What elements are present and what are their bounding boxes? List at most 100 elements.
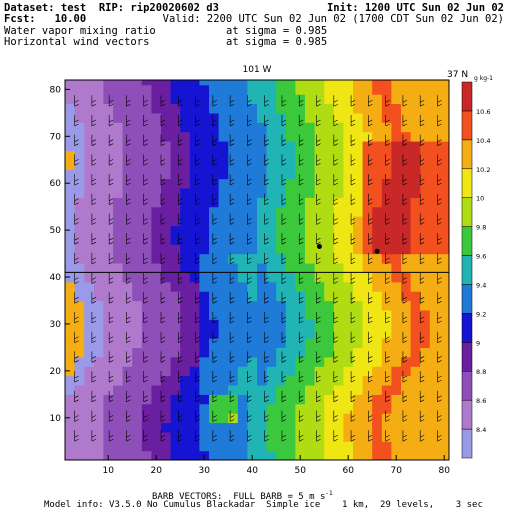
heatmap-cell	[391, 140, 402, 151]
heatmap-cell	[276, 234, 287, 245]
heatmap-cell	[161, 234, 172, 245]
heatmap-cell	[103, 291, 114, 302]
heatmap-cell	[151, 375, 162, 386]
heatmap-cell	[285, 94, 296, 105]
heatmap-cell	[161, 140, 172, 151]
heatmap-cell	[391, 150, 402, 161]
heatmap-cell	[257, 450, 268, 460]
heatmap-cell	[372, 150, 383, 161]
heatmap-cell	[189, 225, 200, 236]
heatmap-cell	[362, 413, 373, 424]
heatmap-cell	[295, 197, 306, 208]
heatmap-cell	[391, 262, 402, 273]
heatmap-cell	[276, 384, 287, 395]
heatmap-cell	[381, 244, 392, 255]
heatmap-cell	[103, 272, 114, 283]
wind-barb	[108, 114, 114, 127]
heatmap-cell	[343, 394, 354, 405]
wind-barb	[419, 292, 425, 304]
heatmap-cell	[420, 80, 431, 86]
heatmap-cell	[151, 366, 162, 377]
heatmap-cell	[103, 206, 114, 217]
heatmap-cell	[401, 122, 412, 133]
heatmap-cell	[74, 80, 85, 86]
heatmap-cell	[420, 103, 431, 114]
heatmap-cell	[189, 112, 200, 123]
heatmap-cell	[141, 431, 152, 442]
heatmap-cell	[285, 112, 296, 123]
heatmap-cell	[401, 197, 412, 208]
heatmap-cell	[372, 178, 383, 189]
heatmap-cell	[410, 122, 421, 133]
heatmap-cell	[113, 309, 124, 320]
heatmap-cell	[161, 187, 172, 198]
heatmap-cell	[285, 281, 296, 292]
heatmap-cell	[151, 281, 162, 292]
heatmap-cell	[257, 431, 268, 442]
heatmap-cell	[305, 384, 316, 395]
heatmap-cell	[228, 159, 239, 170]
heatmap-cell	[324, 441, 335, 452]
heatmap-cell	[410, 309, 421, 320]
heatmap-cell	[151, 244, 162, 255]
heatmap-cell	[132, 394, 143, 405]
heatmap-cell	[122, 338, 133, 349]
wind-barb	[385, 272, 390, 284]
heatmap-cell	[209, 281, 220, 292]
heatmap-cell	[209, 300, 220, 311]
heatmap-cell	[324, 281, 335, 292]
heatmap-cell	[276, 131, 287, 142]
heatmap-cell	[228, 234, 239, 245]
heatmap-cell	[285, 450, 296, 460]
heatmap-cell	[305, 347, 316, 358]
heatmap-cell	[295, 262, 306, 273]
heatmap-cell	[161, 206, 172, 217]
heatmap-cell	[228, 169, 239, 180]
wind-barb	[126, 371, 131, 383]
wind-barb	[298, 331, 304, 343]
heatmap-cell	[343, 178, 354, 189]
wind-barb	[264, 312, 269, 324]
colorbar-swatch	[461, 428, 473, 459]
heatmap-cell	[228, 131, 239, 142]
heatmap-cell	[420, 422, 431, 433]
wind-barb	[177, 193, 183, 206]
heatmap-cell	[113, 150, 124, 161]
wind-barb	[195, 154, 200, 166]
heatmap-cell	[74, 262, 85, 273]
x-tick-label: 60	[342, 466, 354, 476]
heatmap-cell	[257, 169, 268, 180]
heatmap-cell	[141, 169, 152, 180]
heatmap-cell	[170, 441, 181, 452]
wind-barb	[160, 174, 166, 186]
heatmap-cell	[218, 375, 229, 386]
wind-barb	[385, 134, 390, 146]
heatmap-cell	[429, 225, 440, 236]
heatmap-cell	[161, 309, 172, 320]
wind-barb	[212, 292, 217, 304]
wind-barb	[126, 272, 131, 284]
heatmap-cell	[93, 159, 104, 170]
heatmap-cell	[353, 319, 364, 330]
heatmap-cell	[295, 103, 306, 114]
heatmap-cell	[189, 206, 200, 217]
heatmap-cell	[247, 309, 258, 320]
heatmap-cell	[103, 281, 114, 292]
heatmap-cell	[353, 281, 364, 292]
heatmap-cell	[285, 356, 296, 367]
heatmap-cell	[324, 347, 335, 358]
heatmap-cell	[84, 84, 95, 95]
heatmap-cell	[228, 356, 239, 367]
heatmap-cell	[391, 178, 402, 189]
heatmap-cell	[343, 187, 354, 198]
heatmap-cell	[285, 178, 296, 189]
heatmap-cell	[132, 328, 143, 339]
heatmap-cell	[295, 300, 306, 311]
heatmap-cell	[391, 422, 402, 433]
heatmap-cell	[420, 450, 431, 460]
heatmap-cell	[113, 347, 124, 358]
heatmap-cell	[237, 347, 248, 358]
heatmap-cell	[189, 159, 200, 170]
heatmap-cell	[410, 338, 421, 349]
heatmap-cell	[180, 94, 191, 105]
